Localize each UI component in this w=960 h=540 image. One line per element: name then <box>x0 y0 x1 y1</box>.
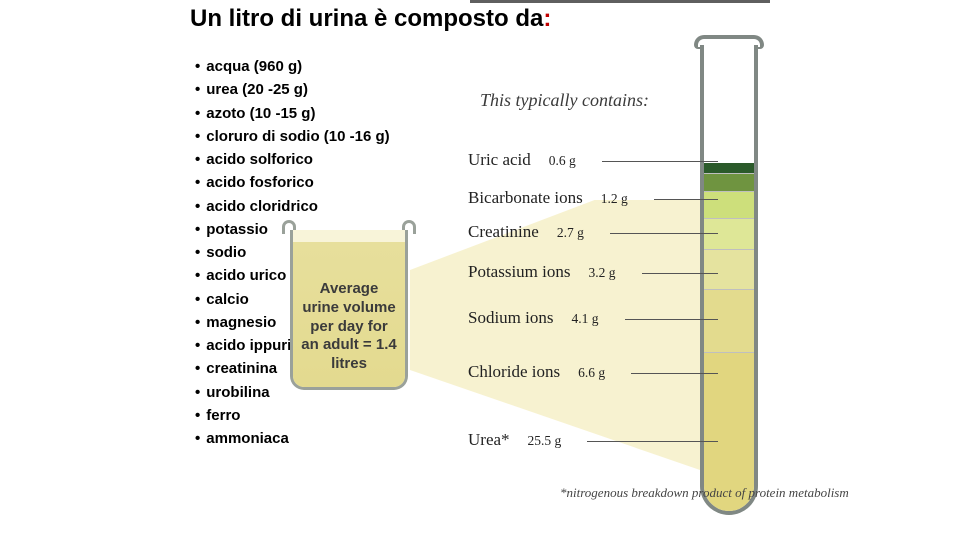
tube-label-value: 1.2 g <box>601 191 628 207</box>
tube-label: Chloride ions 6.6 g <box>468 362 605 382</box>
test-tube <box>700 35 758 515</box>
bullet-icon: • <box>195 311 200 334</box>
tube-label-value: 0.6 g <box>549 153 576 169</box>
tube-label: Sodium ions 4.1 g <box>468 308 599 328</box>
bullet-icon: • <box>195 357 200 380</box>
composition-item-label: azoto (10 -15 g) <box>206 102 315 125</box>
tube-label-value: 4.1 g <box>572 311 599 327</box>
bullet-icon: • <box>195 241 200 264</box>
bullet-icon: • <box>195 334 200 357</box>
bullet-icon: • <box>195 264 200 287</box>
tube-band <box>704 219 754 249</box>
tube-empty-space <box>704 45 754 163</box>
leader-line <box>625 319 718 320</box>
tube-band <box>704 192 754 218</box>
tube-band <box>704 174 754 191</box>
leader-line <box>631 373 718 374</box>
bullet-icon: • <box>195 404 200 427</box>
bullet-icon: • <box>195 427 200 450</box>
composition-item-label: sodio <box>206 241 246 264</box>
composition-item-label: calcio <box>206 288 249 311</box>
composition-item-label: potassio <box>206 218 268 241</box>
composition-item: • acido solforico <box>195 148 390 171</box>
bullet-icon: • <box>195 78 200 101</box>
composition-item-label: ferro <box>206 404 240 427</box>
bullet-icon: • <box>195 55 200 78</box>
tube-label-value: 2.7 g <box>557 225 584 241</box>
leader-line <box>602 161 718 162</box>
tube-label: Uric acid 0.6 g <box>468 150 576 170</box>
tube-label-name: Sodium ions <box>468 308 554 328</box>
tube-label-value: 3.2 g <box>589 265 616 281</box>
composition-item-label: creatinina <box>206 357 277 380</box>
composition-item: • cloruro di sodio (10 -16 g) <box>195 125 390 148</box>
leader-line <box>587 441 718 442</box>
tube-label: Urea* 25.5 g <box>468 430 561 450</box>
tube-labels: Uric acid 0.6 g Bicarbonate ions 1.2 g Creat… <box>448 0 698 540</box>
tube-band <box>704 250 754 289</box>
bullet-icon: • <box>195 171 200 194</box>
beaker-glass: Average urine volume per day for an adul… <box>290 230 408 390</box>
composition-item-label: urea (20 -25 g) <box>206 78 308 101</box>
composition-item: • urea (20 -25 g) <box>195 78 390 101</box>
composition-item-label: acqua (960 g) <box>206 55 302 78</box>
composition-item-label: acido solforico <box>206 148 313 171</box>
tube-body <box>700 45 758 515</box>
bullet-icon: • <box>195 125 200 148</box>
bullet-icon: • <box>195 102 200 125</box>
composition-item-label: cloruro di sodio (10 -16 g) <box>206 125 389 148</box>
tube-label-name: Creatinine <box>468 222 539 242</box>
tube-label-name: Uric acid <box>468 150 531 170</box>
tube-label: Potassium ions 3.2 g <box>468 262 616 282</box>
leader-line <box>654 199 718 200</box>
tube-label-value: 25.5 g <box>528 433 562 449</box>
composition-item-label: acido urico <box>206 264 286 287</box>
tube-label-name: Bicarbonate ions <box>468 188 583 208</box>
bullet-icon: • <box>195 381 200 404</box>
bullet-icon: • <box>195 218 200 241</box>
composition-item: • azoto (10 -15 g) <box>195 102 390 125</box>
footnote: *nitrogenous breakdown product of protei… <box>560 485 849 501</box>
composition-item: • ammoniaca <box>195 427 390 450</box>
beaker-text: Average urine volume per day for an adul… <box>301 280 397 374</box>
tube-label-value: 6.6 g <box>578 365 605 381</box>
composition-item: • acqua (960 g) <box>195 55 390 78</box>
tube-label-name: Urea* <box>468 430 510 450</box>
beaker: Average urine volume per day for an adul… <box>290 190 420 400</box>
leader-line <box>642 273 718 274</box>
composition-item-label: magnesio <box>206 311 276 334</box>
composition-item-label: urobilina <box>206 381 269 404</box>
tube-label-name: Potassium ions <box>468 262 571 282</box>
tube-label: Bicarbonate ions 1.2 g <box>468 188 628 208</box>
composition-item: • ferro <box>195 404 390 427</box>
bullet-icon: • <box>195 148 200 171</box>
leader-line <box>610 233 718 234</box>
bullet-icon: • <box>195 288 200 311</box>
tube-label: Creatinine 2.7 g <box>468 222 584 242</box>
bullet-icon: • <box>195 195 200 218</box>
tube-label-name: Chloride ions <box>468 362 560 382</box>
tube-band <box>704 163 754 173</box>
composition-item-label: ammoniaca <box>206 427 289 450</box>
tube-band <box>704 290 754 352</box>
